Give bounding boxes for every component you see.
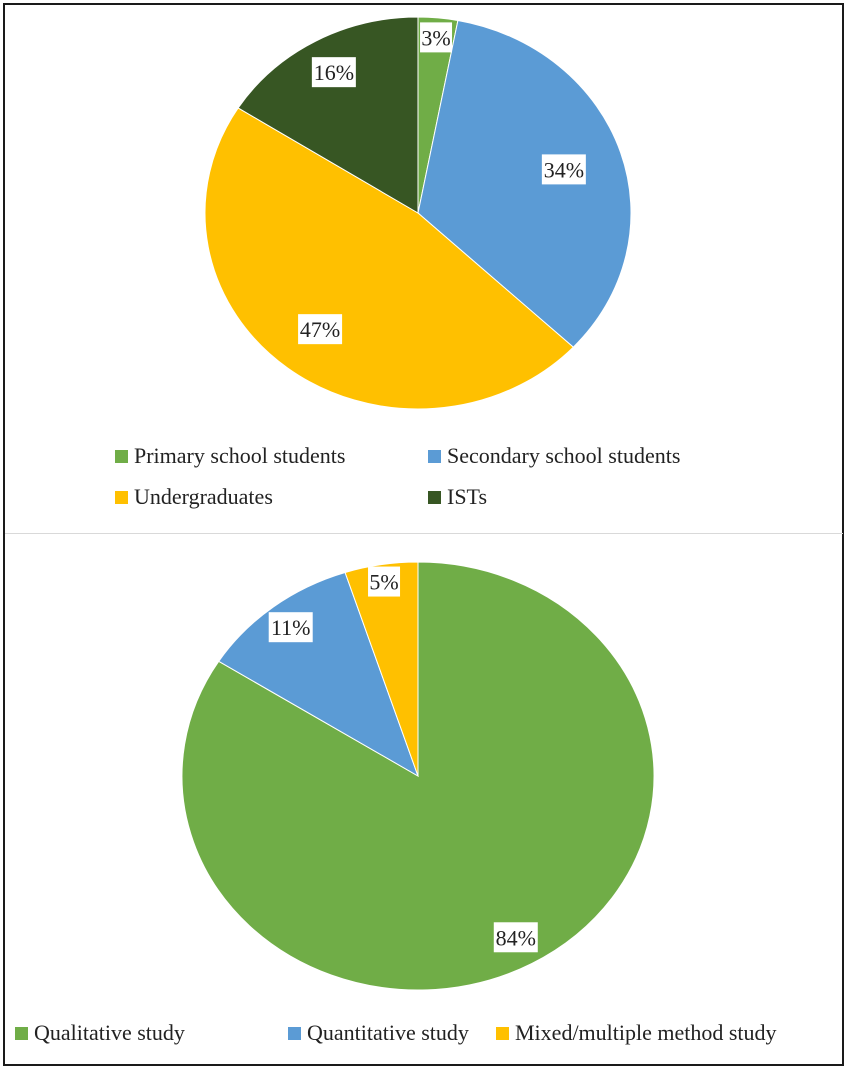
- legend-participants: Primary school students Secondary school …: [115, 443, 680, 509]
- legend-swatch: [288, 1027, 301, 1040]
- legend-swatch: [428, 450, 441, 463]
- svg-text:84%: 84%: [496, 925, 536, 950]
- legend-item-primary-school-students: Primary school students: [115, 443, 345, 468]
- data-label-ists: 16%: [311, 57, 356, 88]
- chart-divider: [5, 533, 843, 534]
- legend-label: ISTs: [447, 484, 487, 509]
- pie-chart-study-methods: 84% 11% 5%: [181, 561, 655, 991]
- legend-swatch: [428, 491, 441, 504]
- pie-slice-secondary-school-students: [417, 19, 632, 348]
- data-label-undergraduates: 47%: [298, 314, 343, 345]
- svg-text:16%: 16%: [314, 60, 354, 85]
- data-label-mixed-multiple-method-study: 5%: [368, 566, 401, 597]
- pie-slice-undergraduates: [204, 107, 575, 410]
- pie-slice-quantitative-study: [218, 571, 419, 778]
- pie-slice-mixed-multiple-method-study: [344, 561, 419, 777]
- legend-swatch: [115, 450, 128, 463]
- legend-label: Secondary school students: [447, 443, 680, 468]
- legend-item-mixed-multiple-method-study: Mixed/multiple method study: [496, 1020, 777, 1045]
- data-label-secondary-school-students: 34%: [541, 154, 586, 185]
- legend-label: Qualitative study: [34, 1020, 185, 1045]
- legend-study-methods: Qualitative study Quantitative study Mixed…: [15, 1020, 777, 1045]
- pie-slice-ists: [237, 16, 419, 214]
- svg-text:11%: 11%: [271, 615, 311, 640]
- svg-text:3%: 3%: [421, 25, 450, 50]
- legend-item-undergraduates: Undergraduates: [115, 484, 273, 509]
- legend-item-secondary-school-students: Secondary school students: [428, 443, 680, 468]
- legend-label: Quantitative study: [307, 1020, 469, 1045]
- legend-item-quantitative-study: Quantitative study: [288, 1020, 469, 1045]
- legend-item-ists: ISTs: [428, 484, 487, 509]
- data-label-qualitative-study: 84%: [493, 922, 538, 953]
- legend-swatch: [115, 491, 128, 504]
- legend-item-qualitative-study: Qualitative study: [15, 1020, 185, 1045]
- svg-text:5%: 5%: [369, 570, 398, 595]
- pie-chart-participants: 3% 34% 47% 16%: [204, 16, 632, 410]
- legend-label: Mixed/multiple method study: [515, 1020, 777, 1045]
- svg-text:34%: 34%: [544, 157, 584, 182]
- data-label-quantitative-study: 11%: [268, 612, 313, 643]
- legend-label: Undergraduates: [134, 484, 273, 509]
- svg-text:47%: 47%: [300, 317, 340, 342]
- legend-swatch: [15, 1027, 28, 1040]
- legend-label: Primary school students: [134, 443, 345, 468]
- legend-swatch: [496, 1027, 509, 1040]
- data-label-primary-school-students: 3%: [420, 22, 453, 53]
